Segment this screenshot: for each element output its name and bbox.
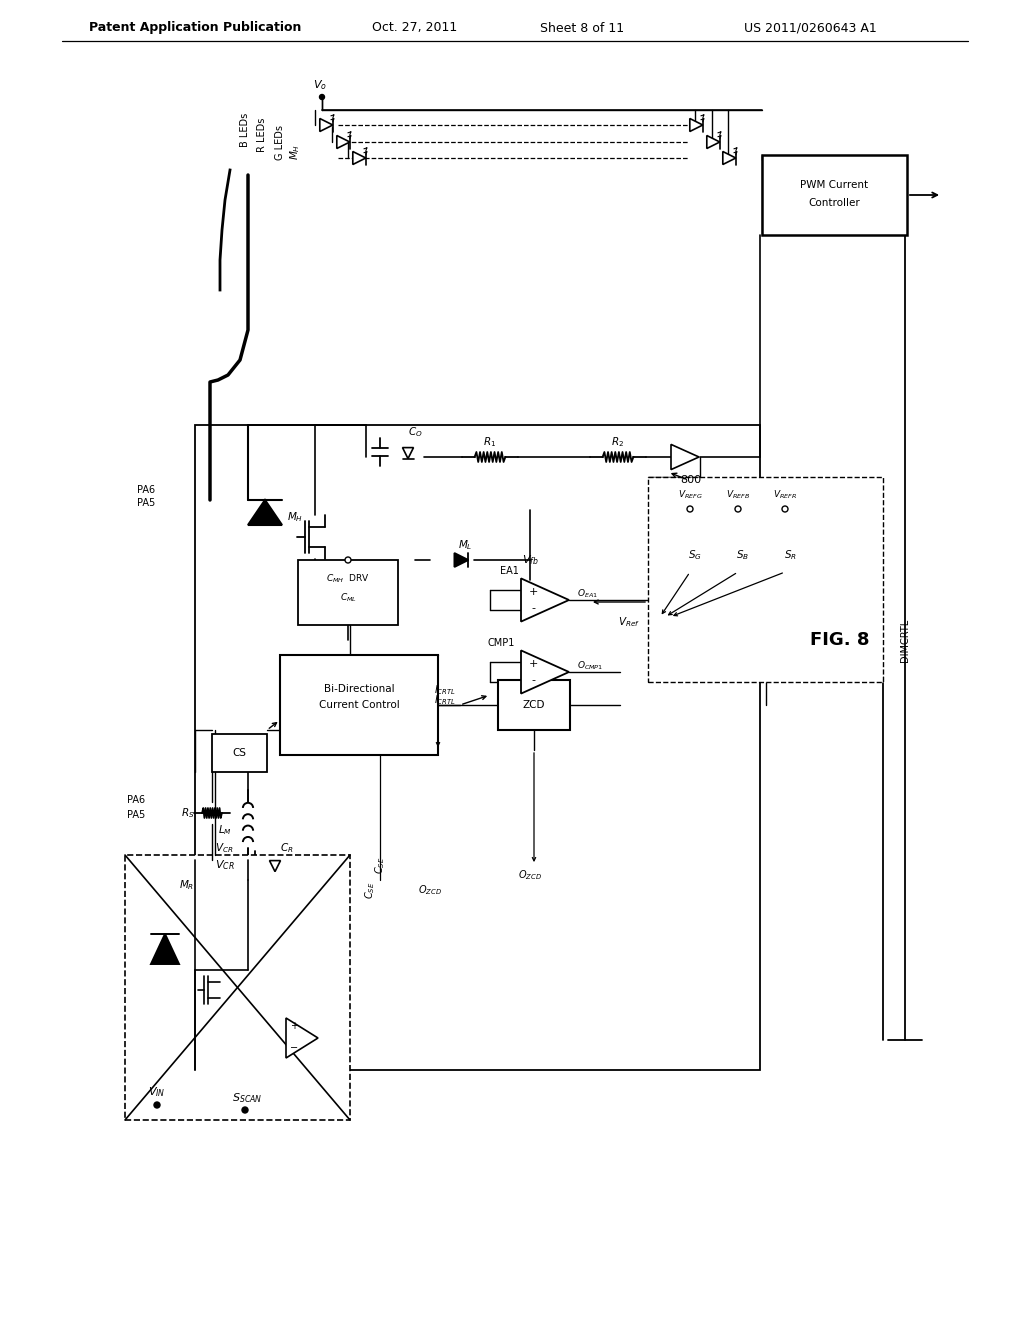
Text: B LEDs: B LEDs	[240, 114, 250, 147]
Polygon shape	[402, 447, 414, 458]
Text: $C_{SE}$: $C_{SE}$	[373, 857, 387, 874]
Polygon shape	[671, 445, 699, 470]
Text: $R_S$: $R_S$	[181, 807, 195, 820]
Text: Sheet 8 of 11: Sheet 8 of 11	[540, 21, 624, 34]
Text: $C_{SE}$: $C_{SE}$	[364, 882, 377, 899]
Text: PWM Current: PWM Current	[801, 180, 868, 190]
Polygon shape	[521, 651, 569, 693]
Circle shape	[242, 1107, 248, 1113]
Text: −: −	[290, 1043, 298, 1053]
Text: $M_R$: $M_R$	[179, 878, 195, 892]
Bar	[298, 560, 398, 624]
Text: US 2011/0260643 A1: US 2011/0260643 A1	[743, 21, 877, 34]
Polygon shape	[353, 152, 366, 165]
Polygon shape	[337, 136, 350, 149]
Polygon shape	[455, 553, 468, 568]
Text: $I_{CRTL}$: $I_{CRTL}$	[434, 684, 456, 697]
Text: ZCD: ZCD	[522, 700, 545, 710]
Polygon shape	[319, 119, 333, 132]
Text: Bi-Directional: Bi-Directional	[324, 684, 394, 694]
Bar	[125, 855, 350, 1119]
Polygon shape	[521, 578, 569, 622]
Polygon shape	[690, 119, 702, 132]
Text: Controller: Controller	[809, 198, 860, 209]
Bar	[212, 734, 267, 772]
Bar	[195, 425, 760, 1071]
Text: +: +	[528, 659, 538, 669]
Text: $V_{REFR}$: $V_{REFR}$	[773, 488, 797, 502]
Text: $V_{REFB}$: $V_{REFB}$	[726, 488, 750, 502]
Circle shape	[782, 506, 788, 512]
Text: $R_2$: $R_2$	[611, 436, 625, 449]
Text: $M_H$: $M_H$	[287, 510, 303, 524]
Text: $R_1$: $R_1$	[483, 436, 497, 449]
Text: +: +	[528, 586, 538, 597]
Text: -: -	[531, 676, 535, 685]
Text: CMP1: CMP1	[487, 638, 515, 648]
Circle shape	[319, 95, 325, 99]
Polygon shape	[286, 1018, 318, 1059]
Bar	[762, 154, 907, 235]
Text: $O_{CMP1}$: $O_{CMP1}$	[577, 660, 603, 672]
Text: FIG. 8: FIG. 8	[810, 631, 869, 649]
Text: $C_O$: $C_O$	[408, 425, 422, 438]
Circle shape	[154, 1102, 160, 1107]
Text: $C_{ML}$: $C_{ML}$	[340, 591, 356, 603]
Bar	[280, 655, 438, 755]
Text: $V_{fb}$: $V_{fb}$	[521, 553, 539, 566]
Text: DIMCRTL: DIMCRTL	[900, 618, 910, 661]
Text: Current Control: Current Control	[318, 700, 399, 710]
Text: +: +	[290, 1020, 298, 1031]
Text: $L_M$: $L_M$	[218, 824, 232, 837]
Text: $S_R$: $S_R$	[783, 548, 797, 562]
Text: $M_H$: $M_H$	[288, 144, 302, 160]
Circle shape	[345, 557, 351, 564]
Text: -: -	[531, 603, 535, 614]
Circle shape	[735, 506, 741, 512]
Text: $C_R$: $C_R$	[280, 841, 294, 855]
Text: G LEDs: G LEDs	[275, 124, 285, 160]
Text: $S_B$: $S_B$	[736, 548, 750, 562]
Text: $V_{CR}$: $V_{CR}$	[215, 841, 233, 855]
Text: $O_{EA1}$: $O_{EA1}$	[577, 587, 598, 601]
Text: $V_{CR}$: $V_{CR}$	[215, 858, 234, 873]
Polygon shape	[269, 861, 281, 871]
Text: $V_{IN}$: $V_{IN}$	[148, 1085, 166, 1098]
Polygon shape	[723, 152, 736, 165]
Text: Patent Application Publication: Patent Application Publication	[89, 21, 301, 34]
Bar	[498, 680, 570, 730]
Text: $O_{ZCD}$: $O_{ZCD}$	[518, 869, 542, 882]
Polygon shape	[707, 136, 720, 149]
Polygon shape	[151, 935, 179, 964]
Text: PA6: PA6	[127, 795, 145, 805]
Text: $V_{REFG}$: $V_{REFG}$	[678, 488, 702, 502]
Polygon shape	[248, 500, 282, 525]
Text: $S_G$: $S_G$	[688, 548, 701, 562]
Text: PA5: PA5	[137, 498, 155, 508]
Text: CS: CS	[232, 748, 247, 758]
Text: EA1: EA1	[500, 566, 518, 576]
Text: $M_L$: $M_L$	[458, 539, 472, 552]
Text: $V_{Ref}$: $V_{Ref}$	[617, 615, 640, 628]
Text: Oct. 27, 2011: Oct. 27, 2011	[373, 21, 458, 34]
Bar	[648, 477, 883, 682]
Circle shape	[687, 506, 693, 512]
Text: $S_{SCAN}$: $S_{SCAN}$	[231, 1092, 262, 1105]
Text: $C_{MH}$  DRV: $C_{MH}$ DRV	[327, 573, 370, 585]
Text: $I_{CRTL}$: $I_{CRTL}$	[434, 693, 456, 708]
Text: 800: 800	[680, 475, 701, 484]
Text: PA6: PA6	[137, 484, 155, 495]
Text: PA5: PA5	[127, 810, 145, 820]
Text: $O_{ZCD}$: $O_{ZCD}$	[418, 883, 442, 896]
Text: R LEDs: R LEDs	[257, 117, 267, 152]
Text: $V_o$: $V_o$	[313, 78, 327, 92]
